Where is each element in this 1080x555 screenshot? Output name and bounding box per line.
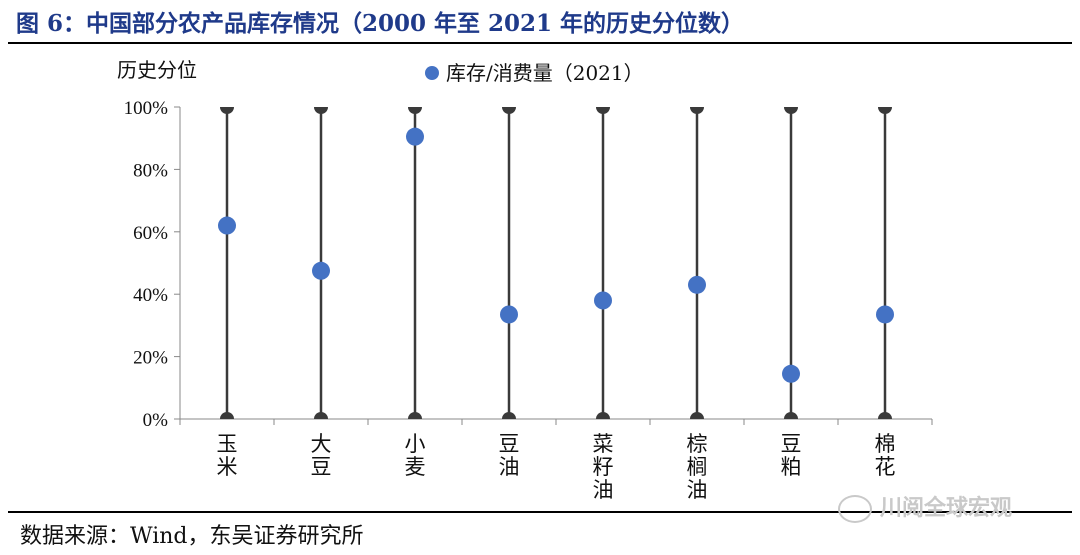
range-cap-bottom: [596, 412, 610, 419]
y-tick-label: 0%: [143, 410, 169, 431]
x-category-char: 籽: [593, 455, 614, 479]
range-cap-top: [408, 107, 422, 114]
x-category-label: 豆粕: [781, 432, 802, 479]
watermark: 川阅全球宏观: [838, 490, 1012, 523]
x-category-char: 棉: [875, 432, 896, 456]
range-cap-bottom: [314, 412, 328, 419]
x-category-char: 花: [875, 455, 896, 479]
x-axis: [179, 418, 933, 425]
x-category-char: 麦: [405, 455, 426, 479]
data-point: [876, 305, 894, 324]
range-lines: [220, 107, 892, 419]
x-category-label: 菜籽油: [593, 432, 614, 502]
x-category-char: 榈: [687, 455, 708, 479]
range-cap-top: [690, 107, 704, 114]
range-cap-bottom: [878, 412, 892, 419]
x-category-char: 小: [405, 432, 426, 456]
x-category-char: 油: [593, 478, 614, 502]
x-category-char: 大: [311, 432, 332, 456]
range-cap-bottom: [784, 412, 798, 419]
x-category-label: 棕榈油: [687, 432, 708, 502]
range-cap-top: [314, 107, 328, 114]
x-category-label: 小麦: [405, 432, 426, 479]
x-category-char: 菜: [593, 432, 614, 456]
range-cap-top: [220, 107, 234, 114]
range-cap-top: [784, 107, 798, 114]
x-category-label: 大豆: [311, 432, 332, 479]
data-point: [688, 275, 706, 294]
figure-title: 图 6：中国部分农产品库存情况（2000 年至 2021 年的历史分位数）: [16, 10, 745, 37]
footer-rule: [8, 511, 1072, 513]
range-cap-bottom: [502, 412, 516, 419]
y-axis-title: 历史分位: [117, 58, 197, 82]
legend-label: 库存/消费量（2021）: [446, 61, 644, 85]
y-tick-label: 20%: [133, 348, 168, 369]
x-category-char: 棕: [687, 432, 708, 456]
y-tick-label: 40%: [133, 285, 168, 306]
x-category-char: 油: [687, 478, 708, 502]
watermark-text: 川阅全球宏观: [880, 496, 1013, 521]
title-rule: [8, 42, 1072, 44]
data-point: [594, 291, 612, 310]
range-cap-top: [878, 107, 892, 114]
source-note: 数据来源：Wind，东吴证券研究所: [20, 524, 364, 549]
x-category-label: 玉米: [217, 432, 238, 479]
x-category-char: 玉: [217, 432, 238, 456]
data-point: [782, 364, 800, 383]
data-point: [406, 127, 424, 146]
x-category-label: 豆油: [499, 432, 520, 479]
range-cap-top: [502, 107, 516, 114]
x-category-char: 粕: [781, 455, 802, 479]
x-category-label: 棉花: [875, 432, 896, 479]
legend-marker: [425, 66, 439, 80]
x-category-char: 豆: [311, 455, 332, 479]
data-point: [218, 216, 236, 235]
x-category-char: 米: [217, 455, 238, 479]
range-cap-top: [596, 107, 610, 114]
range-cap-bottom: [220, 412, 234, 419]
y-tick-label: 100%: [124, 98, 169, 119]
y-axis: 0% 20% 40% 60% 80% 100%: [124, 98, 181, 431]
data-points: [218, 127, 894, 383]
y-tick-label: 80%: [133, 160, 168, 181]
data-point: [312, 261, 330, 280]
data-point: [500, 305, 518, 324]
legend: 库存/消费量（2021）: [425, 61, 644, 85]
y-tick-label: 60%: [133, 223, 168, 244]
wechat-icon: [838, 495, 872, 523]
x-category-char: 豆: [499, 432, 520, 456]
x-category-char: 油: [499, 455, 520, 479]
x-category-char: 豆: [781, 432, 802, 456]
range-cap-bottom: [408, 412, 422, 419]
range-cap-bottom: [690, 412, 704, 419]
